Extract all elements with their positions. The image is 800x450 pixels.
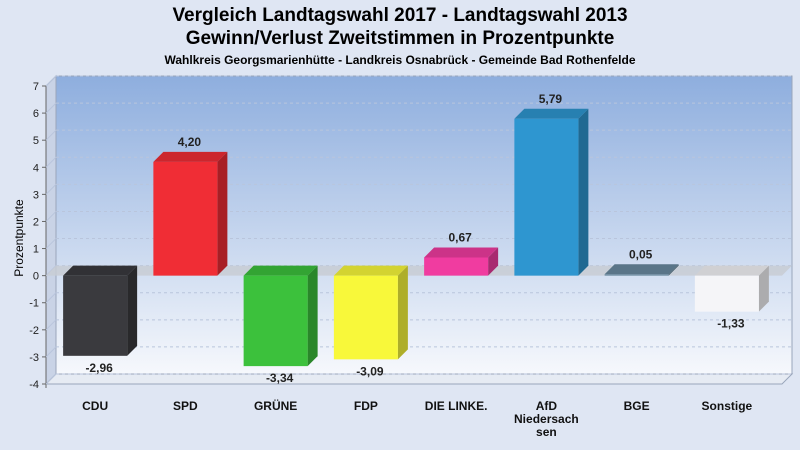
bar-side (307, 265, 318, 367)
gridline-side (45, 292, 57, 304)
bar-side (127, 265, 138, 356)
gridline-side (45, 346, 57, 358)
x-tick-label: Sonstige (702, 399, 753, 413)
y-tick-label: -1 (29, 298, 39, 310)
x-tick-label: AfD (536, 399, 558, 413)
y-tick-label: 4 (33, 162, 39, 174)
chart-subtitle: Wahlkreis Georgsmarienhütte - Landkreis … (164, 53, 636, 67)
bar-top (333, 265, 408, 276)
y-tick-label: -2 (29, 325, 39, 337)
gridline-side (45, 211, 57, 222)
gridline-side (45, 373, 57, 385)
bar-sonstige (694, 265, 769, 312)
y-tick-label: -4 (29, 379, 39, 391)
zero-plane (46, 265, 792, 276)
bar-value-label: -3,09 (356, 364, 384, 378)
bar-front (333, 275, 398, 360)
plot-floor (44, 373, 794, 385)
chart-title-line2: Gewinn/Verlust Zweitstimmen in Prozentpu… (185, 28, 615, 49)
bar-front (514, 118, 579, 276)
bar-front (424, 257, 489, 276)
y-tick-label: -3 (29, 352, 39, 364)
bar-value-label: 0,67 (448, 230, 472, 244)
bar-side (578, 108, 589, 276)
chart-title-line1: Vergleich Landtagswahl 2017 - Landtagswa… (172, 5, 628, 26)
gridline-side (45, 102, 57, 114)
bar-cdu (63, 265, 138, 356)
x-tick-label: SPD (173, 399, 198, 413)
title-block: Vergleich Landtagswahl 2017 - Landtagswa… (0, 4, 800, 67)
bar-front (694, 275, 759, 312)
bar-value-label: -3,34 (266, 371, 294, 385)
bar-gr-ne (243, 265, 318, 367)
bar-bge (604, 264, 679, 276)
y-tick-label: 5 (33, 135, 39, 147)
bar-side (668, 264, 679, 276)
bar-value-label: -1,33 (717, 317, 745, 331)
x-tick-label: DIE LINKE. (425, 399, 488, 413)
bar-side (397, 265, 408, 360)
bar-value-label: 5,79 (539, 92, 563, 106)
gridline-side (45, 75, 57, 87)
bar-side (217, 151, 228, 276)
bar-top (63, 265, 138, 276)
bar-afd-niedersachsen (514, 108, 589, 276)
x-tick-label: FDP (354, 399, 378, 413)
bar-top (604, 264, 679, 275)
y-tick-label: 7 (33, 81, 39, 93)
bar-side (488, 247, 499, 276)
bar-top (424, 247, 499, 258)
bar-value-label: 0,05 (629, 247, 653, 261)
gridline-side (45, 184, 57, 195)
bar-value-label: 4,20 (178, 135, 202, 149)
y-tick-label: 6 (33, 108, 39, 120)
x-tick-label: CDU (82, 399, 108, 413)
gridline-side (45, 319, 57, 331)
gridline-side (45, 156, 57, 168)
bar-top (694, 265, 769, 276)
y-tick-label: 1 (33, 244, 39, 256)
x-tick-label: GRÜNE (254, 398, 297, 413)
gridline-side (45, 238, 57, 249)
bar-top (243, 265, 318, 276)
bar-spd (153, 151, 228, 276)
bar-front (604, 274, 669, 276)
bar-front (153, 161, 218, 276)
gridline-side (45, 129, 57, 141)
bar-side (758, 265, 769, 312)
bar-value-label: -2,96 (85, 361, 113, 375)
y-tick-label: 0 (33, 271, 39, 283)
x-tick-label: sen (536, 425, 557, 439)
bar-front (63, 275, 128, 356)
bar-die-linke- (424, 247, 499, 276)
bar-top (153, 151, 228, 162)
x-tick-label: Niedersach (514, 412, 579, 426)
y-tick-label: 3 (33, 189, 39, 201)
bar-top (514, 108, 589, 119)
bar-fdp (333, 265, 408, 360)
bar-front (243, 275, 308, 367)
plot-left-wall (45, 74, 57, 386)
y-tick-label: 2 (33, 216, 39, 228)
x-tick-label: BGE (624, 399, 650, 413)
